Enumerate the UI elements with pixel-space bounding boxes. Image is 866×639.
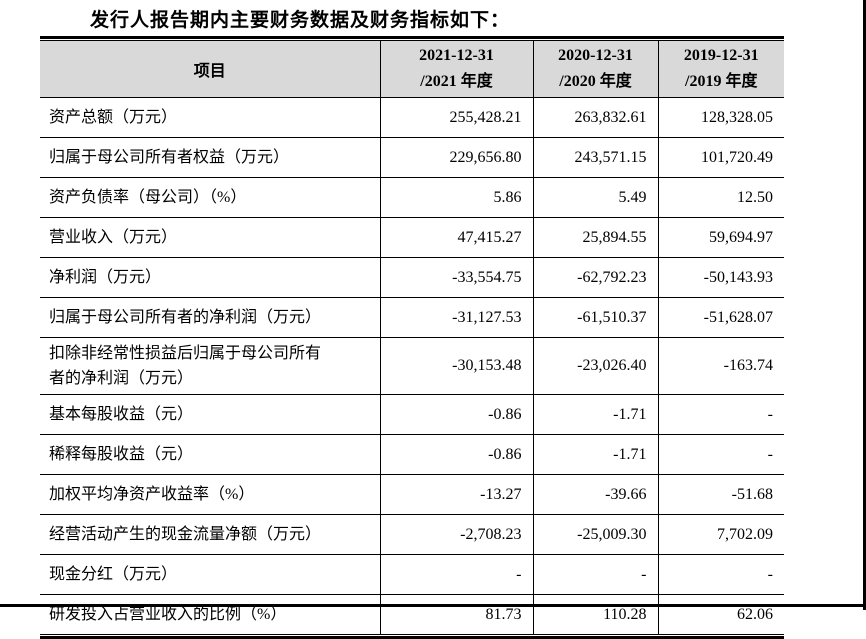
scan-border-bottom bbox=[0, 604, 866, 607]
table-row: 净利润（万元） -33,554.75 -62,792.23 -50,143.93 bbox=[40, 257, 784, 298]
row-value-cell-2019: 12.50 bbox=[657, 177, 784, 218]
row-value-cell-2020: -1.71 bbox=[532, 394, 659, 435]
row-label-cell: 加权平均净资产收益率（%） bbox=[40, 474, 381, 515]
table-row: 基本每股收益（元） -0.86 -1.71 - bbox=[40, 394, 784, 435]
row-value-cell-2019: 59,694.97 bbox=[657, 217, 784, 258]
table-row: 归属于母公司所有者的净利润（万元） -31,127.53 -61,510.37 … bbox=[40, 297, 784, 338]
row-value-cell-2021: -13.27 bbox=[379, 474, 534, 515]
row-label-cell: 研发投入占营业收入的比例（%） bbox=[40, 594, 381, 634]
row-value-cell-2019: - bbox=[657, 434, 784, 475]
row-label-cell: 扣除非经常性损益后归属于母公司所有 者的净利润（万元） bbox=[40, 337, 381, 395]
row-label-cell: 稀释每股收益（元） bbox=[40, 434, 381, 475]
table-header-row: 项目 2021-12-31 /2021 年度 2020-12-31 /2020 … bbox=[40, 41, 784, 98]
row-value-cell-2021: 5.86 bbox=[379, 177, 534, 218]
row-value-cell-2021: -0.86 bbox=[379, 394, 534, 435]
row-value-cell-2020: -62,792.23 bbox=[532, 257, 659, 298]
row-label-cell: 归属于母公司所有者的净利润（万元） bbox=[40, 297, 381, 338]
row-value-cell-2021: 255,428.21 bbox=[379, 97, 534, 138]
row-value-cell-2021: 47,415.27 bbox=[379, 217, 534, 258]
table-row: 营业收入（万元） 47,415.27 25,894.55 59,694.97 bbox=[40, 217, 784, 258]
row-value-cell-2020: -23,026.40 bbox=[532, 337, 659, 395]
row-value-cell-2021: - bbox=[379, 554, 534, 595]
row-value-cell-2019: - bbox=[657, 554, 784, 595]
period-year: /2020 年度 bbox=[559, 73, 632, 90]
row-label-cell: 资产总额（万元） bbox=[40, 97, 381, 138]
row-value-cell-2020: 243,571.15 bbox=[532, 137, 659, 178]
row-label-cell: 现金分红（万元） bbox=[40, 554, 381, 595]
row-value-cell-2020: - bbox=[532, 554, 659, 595]
row-value-cell-2019: 128,328.05 bbox=[657, 97, 784, 138]
row-value-cell-2019: 62.06 bbox=[657, 594, 784, 634]
table-header-item: 项目 bbox=[40, 41, 381, 98]
period-year: /2019 年度 bbox=[685, 73, 758, 90]
row-value-cell-2020: 263,832.61 bbox=[532, 97, 659, 138]
table-row: 稀释每股收益（元） -0.86 -1.71 - bbox=[40, 434, 784, 475]
row-value-cell-2020: -39.66 bbox=[532, 474, 659, 515]
row-value-cell-2019: -51,628.07 bbox=[657, 297, 784, 338]
page-title: 发行人报告期内主要财务数据及财务指标如下： bbox=[90, 10, 511, 31]
table-row: 加权平均净资产收益率（%） -13.27 -39.66 -51.68 bbox=[40, 474, 784, 515]
row-value-cell-2020: 110.28 bbox=[532, 594, 659, 634]
period-date: 2020-12-31 bbox=[558, 47, 633, 64]
table-row: 归属于母公司所有者权益（万元） 229,656.80 243,571.15 10… bbox=[40, 137, 784, 178]
row-label-cell: 净利润（万元） bbox=[40, 257, 381, 298]
scan-border-right bbox=[863, 0, 866, 610]
row-value-cell-2021: -30,153.48 bbox=[379, 337, 534, 395]
row-value-cell-2021: -31,127.53 bbox=[379, 297, 534, 338]
row-value-cell-2020: 5.49 bbox=[532, 177, 659, 218]
row-value-cell-2021: -2,708.23 bbox=[379, 514, 534, 555]
row-value-cell-2019: - bbox=[657, 394, 784, 435]
row-value-cell-2021: -0.86 bbox=[379, 434, 534, 475]
row-value-cell-2019: -51.68 bbox=[657, 474, 784, 515]
row-label-cell: 基本每股收益（元） bbox=[40, 394, 381, 435]
row-label-cell: 资产负债率（母公司）（%） bbox=[40, 177, 381, 218]
row-value-cell-2019: 101,720.49 bbox=[657, 137, 784, 178]
table-row: 扣除非经常性损益后归属于母公司所有 者的净利润（万元） -30,153.48 -… bbox=[40, 337, 784, 395]
row-value-cell-2020: -61,510.37 bbox=[532, 297, 659, 338]
row-value-cell-2021: 81.73 bbox=[379, 594, 534, 634]
row-label-cell: 营业收入（万元） bbox=[40, 217, 381, 258]
table-header-period-2019: 2019-12-31 /2019 年度 bbox=[657, 41, 784, 98]
table-row: 资产总额（万元） 255,428.21 263,832.61 128,328.0… bbox=[40, 97, 784, 138]
financial-table: 项目 2021-12-31 /2021 年度 2020-12-31 /2020 … bbox=[40, 36, 784, 639]
row-value-cell-2019: 7,702.09 bbox=[657, 514, 784, 555]
row-value-cell-2020: -1.71 bbox=[532, 434, 659, 475]
table-row: 资产负债率（母公司）（%） 5.86 5.49 12.50 bbox=[40, 177, 784, 218]
table-header-period-2020: 2020-12-31 /2020 年度 bbox=[532, 41, 659, 98]
table-row: 现金分红（万元） - - - bbox=[40, 554, 784, 595]
period-date: 2019-12-31 bbox=[683, 47, 759, 64]
row-value-cell-2021: -33,554.75 bbox=[379, 257, 534, 298]
table-row: 研发投入占营业收入的比例（%） 81.73 110.28 62.06 bbox=[40, 594, 784, 634]
row-label-cell: 归属于母公司所有者权益（万元） bbox=[40, 137, 381, 178]
table-header-period-2021: 2021-12-31 /2021 年度 bbox=[379, 41, 534, 98]
period-date: 2021-12-31 bbox=[419, 47, 494, 64]
table-row: 经营活动产生的现金流量净额（万元） -2,708.23 -25,009.30 7… bbox=[40, 514, 784, 555]
row-value-cell-2021: 229,656.80 bbox=[379, 137, 534, 178]
row-value-cell-2019: -163.74 bbox=[657, 337, 784, 395]
row-label-cell: 经营活动产生的现金流量净额（万元） bbox=[40, 514, 381, 555]
row-value-cell-2020: -25,009.30 bbox=[532, 514, 659, 555]
financial-table-inner: 项目 2021-12-31 /2021 年度 2020-12-31 /2020 … bbox=[40, 40, 784, 635]
period-year: /2021 年度 bbox=[420, 73, 493, 90]
financial-data-table: 项目 2021-12-31 /2021 年度 2020-12-31 /2020 … bbox=[40, 41, 784, 634]
row-value-cell-2020: 25,894.55 bbox=[532, 217, 659, 258]
row-value-cell-2019: -50,143.93 bbox=[657, 257, 784, 298]
